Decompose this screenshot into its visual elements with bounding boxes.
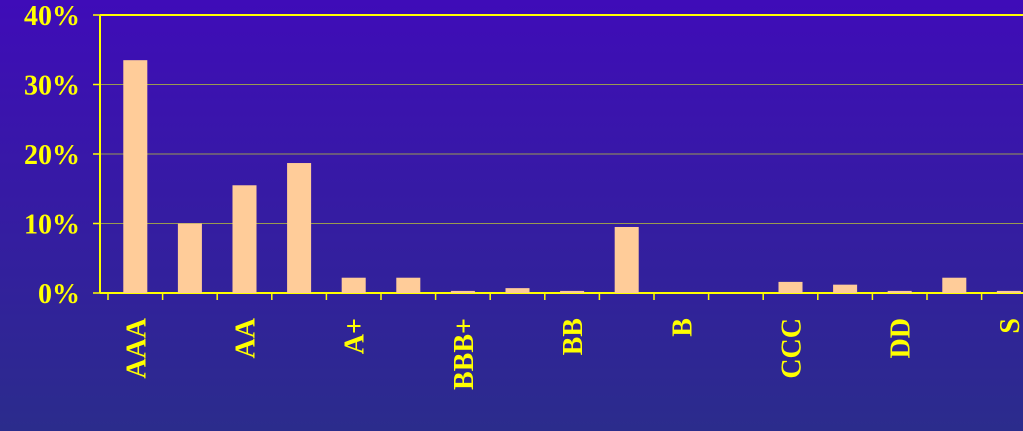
bar xyxy=(614,226,639,293)
bar xyxy=(123,60,148,293)
bar xyxy=(560,290,585,293)
x-tick-label: AA xyxy=(231,317,262,358)
bar xyxy=(177,223,202,293)
y-tick-label: 30% xyxy=(24,71,80,102)
y-tick-label: 0% xyxy=(38,279,80,310)
y-tick-label: 40% xyxy=(24,1,80,32)
x-tick-label: S xyxy=(995,318,1023,334)
bar xyxy=(232,185,257,293)
bar xyxy=(996,290,1021,293)
y-tick-label: 10% xyxy=(24,210,80,241)
bar xyxy=(287,163,312,293)
x-tick-label: BBB+ xyxy=(449,318,480,390)
bar xyxy=(341,277,366,293)
bar xyxy=(942,277,967,293)
x-tick-label: CCC xyxy=(777,318,808,379)
x-tick-label: DD xyxy=(886,318,917,358)
x-tick-label: A+ xyxy=(340,318,371,354)
x-tick-label: BB xyxy=(558,318,589,355)
bar xyxy=(833,284,858,293)
x-tick-label: B xyxy=(667,318,698,337)
bar xyxy=(450,290,475,293)
bar xyxy=(778,281,803,293)
x-tick-label: AAA xyxy=(121,317,152,378)
y-tick-label: 20% xyxy=(24,140,80,171)
bar xyxy=(887,290,912,293)
bar xyxy=(505,288,530,293)
bar xyxy=(396,277,421,293)
